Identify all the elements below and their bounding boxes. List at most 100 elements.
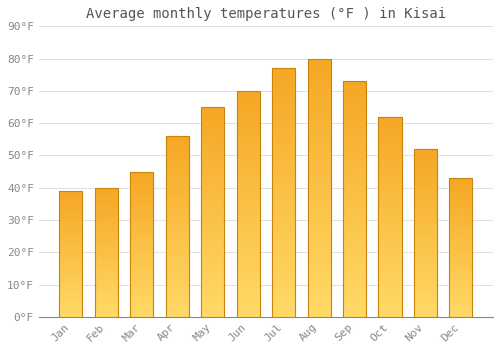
Bar — [450, 301, 472, 303]
Bar — [308, 287, 330, 291]
Bar — [201, 156, 224, 160]
Bar — [166, 223, 189, 226]
Bar — [236, 306, 260, 309]
Bar — [414, 264, 437, 266]
Bar — [414, 314, 437, 317]
Bar — [236, 110, 260, 113]
Bar — [272, 106, 295, 110]
Bar — [414, 177, 437, 180]
Bar — [343, 97, 366, 101]
Bar — [308, 97, 330, 102]
Bar — [378, 140, 402, 143]
Bar — [272, 93, 295, 97]
Bar — [272, 102, 295, 106]
Bar — [272, 172, 295, 176]
Bar — [450, 310, 472, 312]
Bar — [343, 226, 366, 230]
Bar — [236, 287, 260, 290]
Bar — [60, 298, 82, 300]
Bar — [60, 302, 82, 304]
Bar — [272, 110, 295, 114]
Bar — [60, 239, 82, 241]
Bar — [60, 208, 82, 210]
Bar — [378, 170, 402, 173]
Bar — [414, 199, 437, 202]
Bar — [378, 137, 402, 140]
Bar — [130, 179, 154, 181]
Bar — [378, 190, 402, 194]
Bar — [308, 102, 330, 106]
Bar — [166, 305, 189, 308]
Bar — [166, 175, 189, 178]
Bar — [201, 163, 224, 167]
Bar — [308, 93, 330, 97]
Bar — [95, 198, 118, 201]
Bar — [343, 250, 366, 254]
Bar — [414, 303, 437, 306]
Bar — [130, 201, 154, 203]
Bar — [201, 201, 224, 205]
Bar — [201, 153, 224, 156]
Bar — [201, 299, 224, 303]
Bar — [272, 226, 295, 230]
Bar — [236, 106, 260, 110]
Bar — [343, 285, 366, 289]
Bar — [236, 117, 260, 121]
Bar — [130, 314, 154, 317]
Bar — [414, 188, 437, 191]
Bar — [378, 153, 402, 157]
Bar — [414, 241, 437, 244]
Bar — [414, 169, 437, 172]
Bar — [308, 63, 330, 67]
Bar — [60, 296, 82, 298]
Bar — [308, 261, 330, 265]
Bar — [201, 261, 224, 264]
Bar — [343, 305, 366, 309]
Bar — [95, 239, 118, 241]
Bar — [130, 249, 154, 251]
Bar — [378, 207, 402, 210]
Bar — [236, 196, 260, 200]
Bar — [130, 234, 154, 237]
Bar — [166, 154, 189, 157]
Bar — [343, 234, 366, 238]
Bar — [450, 271, 472, 273]
Bar — [60, 250, 82, 252]
Bar — [166, 148, 189, 151]
Bar — [414, 247, 437, 250]
Bar — [95, 272, 118, 274]
Bar — [450, 238, 472, 240]
Bar — [450, 222, 472, 224]
Bar — [378, 300, 402, 303]
Bar — [201, 184, 224, 187]
Bar — [236, 230, 260, 234]
Bar — [450, 192, 472, 194]
Bar — [378, 303, 402, 307]
Bar — [95, 250, 118, 252]
Bar — [95, 298, 118, 300]
Bar — [236, 91, 260, 317]
Bar — [236, 290, 260, 294]
Bar — [166, 157, 189, 160]
Bar — [343, 289, 366, 293]
Bar — [450, 194, 472, 196]
Bar — [95, 267, 118, 270]
Bar — [130, 285, 154, 288]
Bar — [201, 285, 224, 289]
Bar — [450, 250, 472, 252]
Bar — [60, 201, 82, 203]
Bar — [236, 294, 260, 298]
Bar — [166, 169, 189, 172]
Bar — [95, 207, 118, 209]
Bar — [60, 308, 82, 310]
Bar — [308, 214, 330, 218]
Bar — [95, 211, 118, 214]
Bar — [236, 257, 260, 260]
Bar — [166, 142, 189, 145]
Bar — [60, 292, 82, 294]
Bar — [95, 201, 118, 203]
Bar — [343, 207, 366, 211]
Bar — [236, 253, 260, 257]
Bar — [201, 205, 224, 208]
Bar — [166, 284, 189, 287]
